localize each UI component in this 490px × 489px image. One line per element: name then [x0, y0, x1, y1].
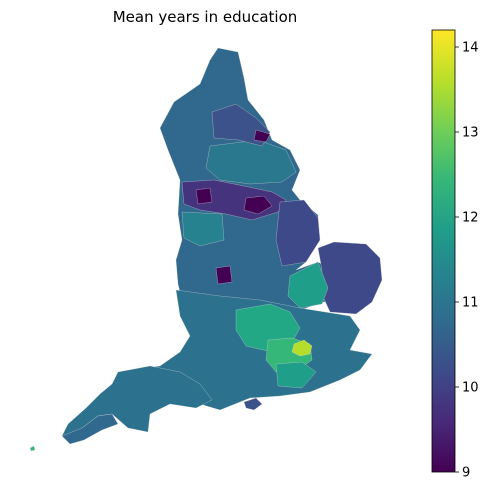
region-northwest-teal — [181, 211, 225, 247]
colorbar-tick-label: 10 — [462, 381, 479, 396]
region-isle-of-wight — [243, 397, 263, 411]
region-cornwall — [61, 413, 119, 445]
region-yorkshire — [205, 139, 297, 185]
colorbar-tick-label: 11 — [462, 296, 479, 311]
region-scilly — [29, 445, 36, 452]
colorbar-ticks: 9 10 11 12 13 14 — [455, 41, 479, 481]
colorbar-tick-label: 9 — [462, 466, 470, 481]
colorbar-gradient — [431, 29, 456, 473]
region-cambridge — [287, 261, 329, 309]
region-lincolnshire — [275, 199, 321, 267]
region-south-west — [61, 365, 213, 441]
colorbar-tick-label: 12 — [462, 211, 479, 226]
england-map — [29, 47, 383, 452]
region-east-anglia — [317, 241, 383, 315]
region-london-centre — [291, 339, 313, 357]
colorbar-tick-label: 14 — [462, 41, 479, 56]
colorbar-tick-label: 13 — [462, 126, 479, 141]
region-surrey — [275, 361, 317, 389]
map-title: Mean years in education — [113, 8, 298, 26]
colorbar: 9 10 11 12 13 14 — [431, 29, 479, 481]
region-lowest-spots — [195, 129, 273, 285]
